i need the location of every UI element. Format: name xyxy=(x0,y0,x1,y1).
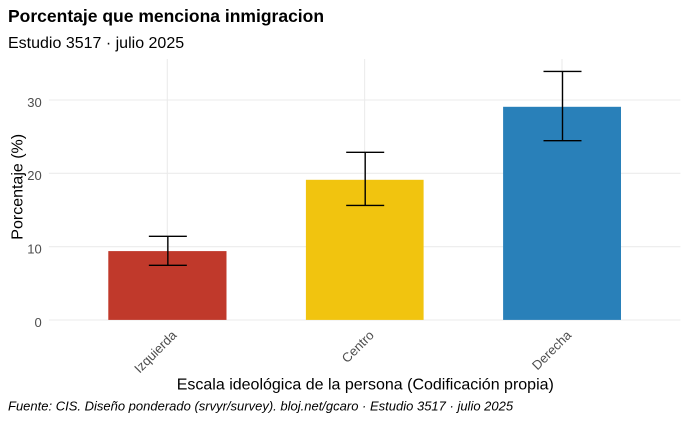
svg-text:Fuente: CIS. Diseño ponderado: Fuente: CIS. Diseño ponderado (srvyr/sur… xyxy=(8,398,514,413)
svg-text:Porcentaje que menciona inmigr: Porcentaje que menciona inmigracion xyxy=(8,6,324,26)
svg-text:30: 30 xyxy=(27,95,41,110)
svg-text:10: 10 xyxy=(27,242,41,257)
svg-text:Estudio 3517 · julio 2025: Estudio 3517 · julio 2025 xyxy=(8,35,184,52)
svg-text:0: 0 xyxy=(34,315,41,330)
svg-text:Escala ideológica de la person: Escala ideológica de la persona (Codific… xyxy=(177,376,554,393)
svg-text:20: 20 xyxy=(27,168,41,183)
svg-text:Porcentaje (%): Porcentaje (%) xyxy=(9,134,26,240)
